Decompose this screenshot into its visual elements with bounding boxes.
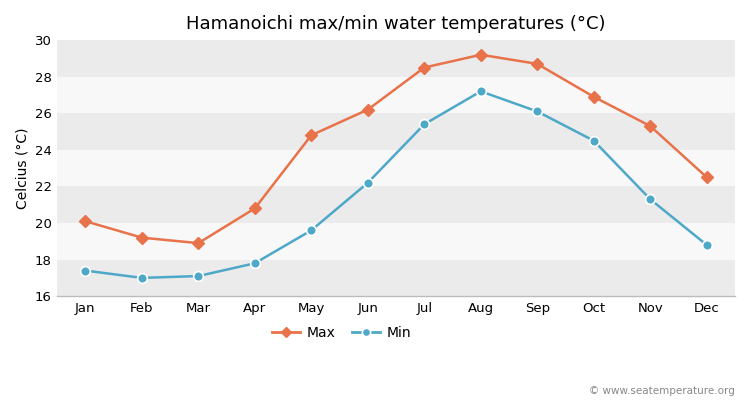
Text: © www.seatemperature.org: © www.seatemperature.org <box>590 386 735 396</box>
Bar <box>57 77 735 113</box>
Bar <box>57 223 735 260</box>
Bar <box>57 150 735 186</box>
Legend: Max, Min: Max, Min <box>266 320 417 346</box>
Bar <box>57 260 735 296</box>
Bar <box>57 40 735 77</box>
Bar <box>57 113 735 150</box>
Y-axis label: Celcius (°C): Celcius (°C) <box>15 127 29 209</box>
Bar <box>57 186 735 223</box>
Title: Hamanoichi max/min water temperatures (°C): Hamanoichi max/min water temperatures (°… <box>186 15 606 33</box>
